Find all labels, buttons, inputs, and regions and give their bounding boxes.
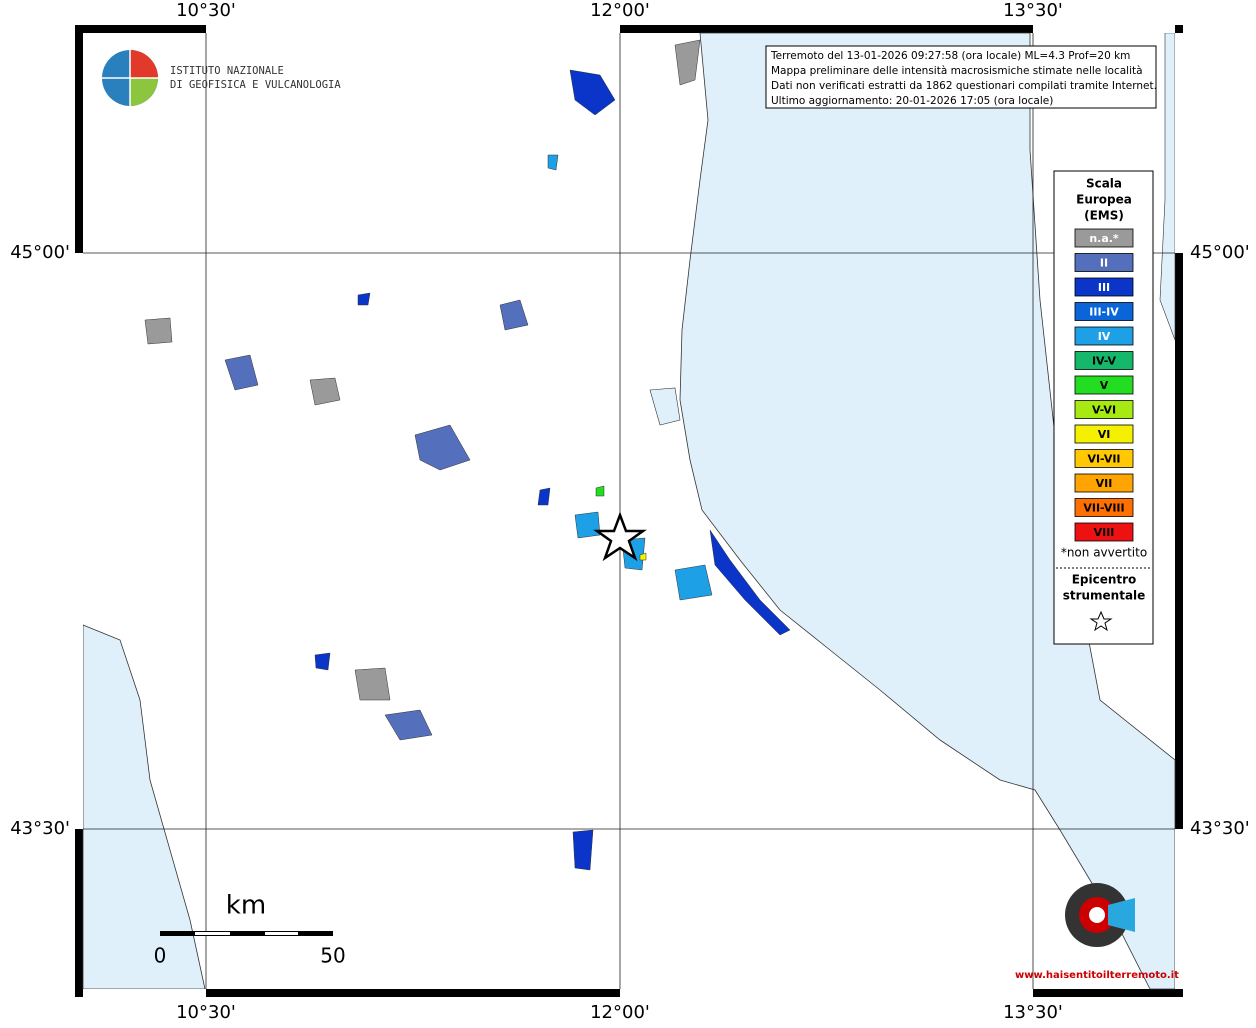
legend-swatch: [1074, 253, 1134, 272]
legend-label: n.a.*: [1089, 232, 1119, 245]
badge: [1065, 883, 1135, 947]
legend-label: II: [1100, 257, 1108, 270]
legend-swatch: [1074, 302, 1134, 321]
localities: [144, 39, 791, 871]
legend-swatch: [1074, 473, 1134, 493]
frame-ticks: [75, 25, 1183, 997]
legend-swatch: [1074, 277, 1134, 297]
info-line: Ultimo aggiornamento: 20-01-2026 17:05 (…: [771, 95, 1053, 107]
epicenter: [593, 511, 647, 562]
legend-swatch: [1074, 228, 1134, 248]
legend-label: VIII: [1094, 526, 1115, 539]
legend-label: III: [1098, 281, 1110, 294]
lat-label: 43°30': [1190, 818, 1250, 839]
legend-label: V: [1100, 379, 1109, 392]
lagoon: [649, 387, 681, 426]
lat-label: 45°00': [1190, 242, 1250, 263]
legend-label: VII: [1096, 477, 1113, 490]
lon-label: 10°30': [176, 1002, 236, 1023]
grid: [83, 33, 1175, 989]
info-box: [765, 45, 1157, 109]
info-line: Dati non verificati estratti da 1862 que…: [771, 80, 1157, 92]
lon-label: 10°30': [176, 0, 236, 21]
legend-swatch: [1074, 351, 1134, 370]
legend-swatch: [1074, 449, 1134, 468]
legend-title: (EMS): [1084, 209, 1124, 223]
legend-swatch: [1074, 522, 1134, 542]
legend-label: III-IV: [1089, 306, 1119, 319]
legend-label: VII-VIII: [1083, 502, 1124, 515]
legend-label: VI-VII: [1087, 453, 1120, 466]
legend-epicenter: strumentale: [1063, 589, 1146, 603]
info-line: Mappa preliminare delle intensità macros…: [771, 65, 1143, 77]
scale-tick: 50: [320, 944, 345, 968]
badge-text: www.haisentitoilterremoto.it: [1015, 970, 1179, 981]
legend-label: VI: [1098, 428, 1111, 441]
scale-tick: 0: [154, 944, 167, 968]
legend-note: *non avvertito: [1061, 546, 1147, 560]
scale-bar: [160, 931, 333, 936]
logo-text: DI GEOFISICA E VULCANOLOGIA: [170, 79, 341, 91]
info-line: Terremoto del 13-01-2026 09:27:58 (ora l…: [770, 50, 1130, 62]
legend-star: [1089, 610, 1113, 632]
legend-swatch: [1074, 424, 1134, 444]
lon-label: 13°30': [1003, 0, 1063, 21]
legend-swatch: [1074, 326, 1134, 346]
legend-swatch: [1074, 400, 1134, 419]
legend-label: IV: [1098, 330, 1111, 343]
lon-label: 12°00': [590, 1002, 650, 1023]
logo-text: ISTITUTO NAZIONALE: [170, 65, 284, 77]
legend-label: IV-V: [1092, 355, 1117, 368]
lon-label: 13°30': [1003, 1002, 1063, 1023]
legend-title: Scala: [1086, 177, 1122, 191]
lat-label: 45°00': [10, 242, 70, 263]
legend-title: Europea: [1076, 193, 1132, 207]
lat-label: 43°30': [10, 818, 70, 839]
ingv-logo: [102, 50, 158, 106]
legend-epicenter: Epicentro: [1072, 573, 1137, 587]
legend-swatch: [1074, 375, 1134, 395]
legend-swatch: [1074, 498, 1134, 517]
scale-unit: km: [226, 891, 266, 921]
legend-label: V-VI: [1092, 404, 1116, 417]
lon-label: 12°00': [590, 0, 650, 21]
